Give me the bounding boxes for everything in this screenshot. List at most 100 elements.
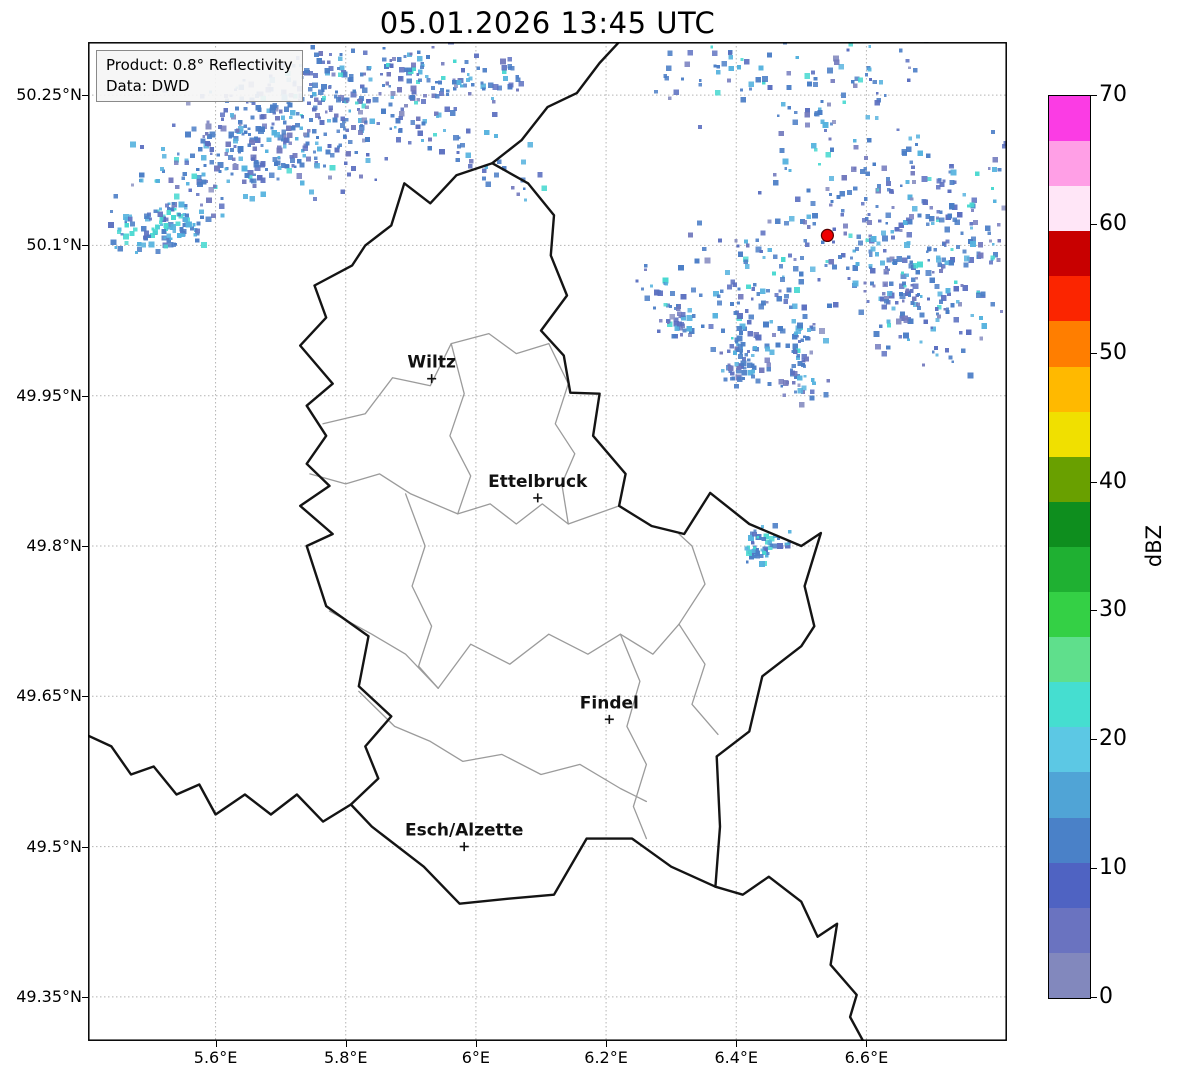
radar-pixel xyxy=(701,324,705,329)
radar-pixel xyxy=(798,279,805,285)
radar-pixel xyxy=(265,168,268,171)
radar-pixel xyxy=(399,66,405,73)
radar-pixel xyxy=(436,114,440,118)
radar-pixel xyxy=(962,193,967,197)
radar-pixel xyxy=(946,307,949,311)
radar-pixel xyxy=(749,87,752,91)
radar-pixel xyxy=(178,201,185,208)
radar-pixel xyxy=(197,175,200,179)
radar-pixel xyxy=(765,554,769,558)
radar-pixel xyxy=(753,529,757,533)
radar-pixel xyxy=(129,231,135,236)
radar-pixel xyxy=(882,292,886,296)
radar-pixel xyxy=(156,209,160,213)
radar-pixel xyxy=(339,52,343,56)
radar-pixel xyxy=(755,548,759,552)
radar-pixel xyxy=(851,166,857,172)
radar-pixel xyxy=(228,154,234,160)
radar-pixel xyxy=(801,358,806,362)
country-border-belgium-germany xyxy=(491,42,621,165)
radar-pixel xyxy=(336,67,340,71)
radar-pixel xyxy=(518,81,524,87)
radar-pixel xyxy=(838,255,843,260)
colorbar-band xyxy=(1049,321,1090,367)
radar-pixel xyxy=(821,240,825,245)
radar-pixel xyxy=(201,179,207,185)
radar-pixel xyxy=(309,82,313,87)
radar-pixel xyxy=(743,259,748,264)
radar-pixel xyxy=(963,262,969,268)
radar-pixel xyxy=(840,92,847,98)
radar-pixel xyxy=(199,203,203,207)
radar-pixel xyxy=(729,344,735,349)
radar-pixel xyxy=(968,257,975,263)
radar-pixel xyxy=(751,540,754,544)
radar-pixel xyxy=(967,372,974,379)
radar-pixel xyxy=(678,315,682,319)
radar-pixel xyxy=(763,533,769,539)
district-border xyxy=(619,633,648,840)
radar-pixel xyxy=(704,257,711,264)
radar-pixel xyxy=(742,377,745,381)
radar-pixel xyxy=(925,270,932,277)
radar-pixel xyxy=(737,251,744,257)
radar-pixel xyxy=(768,545,773,550)
radar-pixel xyxy=(667,321,673,328)
radar-pixel xyxy=(467,73,470,76)
radar-pixel xyxy=(484,165,489,169)
radar-pixel xyxy=(482,87,486,91)
radar-pixel xyxy=(737,287,741,291)
radar-pixel xyxy=(225,141,231,147)
radar-pixel xyxy=(662,277,669,284)
district-border xyxy=(358,690,648,803)
radar-pixel xyxy=(677,321,683,327)
district-border xyxy=(449,342,472,515)
radar-pixel xyxy=(282,140,287,145)
radar-pixel xyxy=(421,121,426,126)
radar-echo-cluster-north-sparse xyxy=(362,52,547,202)
radar-pixel xyxy=(229,113,234,118)
radar-pixel xyxy=(865,73,869,77)
radar-pixel xyxy=(133,227,138,232)
radar-pixel xyxy=(753,282,757,287)
radar-pixel xyxy=(247,127,251,131)
radar-pixel xyxy=(253,136,258,141)
x-tick-mark xyxy=(215,1041,217,1047)
radar-pixel xyxy=(250,154,257,161)
radar-pixel xyxy=(817,278,821,282)
radar-pixel xyxy=(190,226,194,231)
radar-pixel xyxy=(110,239,117,245)
radar-pixel xyxy=(944,348,950,353)
radar-pixel xyxy=(324,67,330,74)
radar-pixel xyxy=(948,260,955,266)
radar-pixel xyxy=(819,328,825,334)
radar-pixel xyxy=(883,268,890,275)
radar-pixel xyxy=(238,156,243,161)
radar-pixel xyxy=(170,208,175,212)
radar-pixel xyxy=(727,363,731,367)
colorbar-band xyxy=(1049,96,1090,142)
radar-pixel xyxy=(667,321,670,325)
radar-pixel xyxy=(508,82,514,88)
radar-pixel xyxy=(926,297,930,301)
district-border xyxy=(322,332,550,425)
radar-pixel xyxy=(422,119,427,124)
radar-pixel xyxy=(886,180,892,186)
radar-pixel xyxy=(910,283,914,287)
radar-pixel xyxy=(789,368,794,372)
radar-pixel xyxy=(830,200,834,203)
radar-pixel xyxy=(243,106,248,111)
radar-pixel xyxy=(922,199,928,205)
radar-pixel xyxy=(465,77,470,82)
radar-pixel xyxy=(858,240,863,246)
radar-pixel xyxy=(750,551,755,555)
radar-pixel xyxy=(898,291,903,296)
radar-pixel xyxy=(453,87,457,91)
radar-pixel xyxy=(418,78,422,82)
radar-pixel xyxy=(317,116,321,120)
product-info-box: Product: 0.8° Reflectivity Data: DWD xyxy=(96,50,303,102)
radar-pixel xyxy=(917,306,921,310)
radar-pixel xyxy=(809,266,816,273)
radar-pixel xyxy=(886,319,891,324)
radar-pixel xyxy=(772,254,778,260)
